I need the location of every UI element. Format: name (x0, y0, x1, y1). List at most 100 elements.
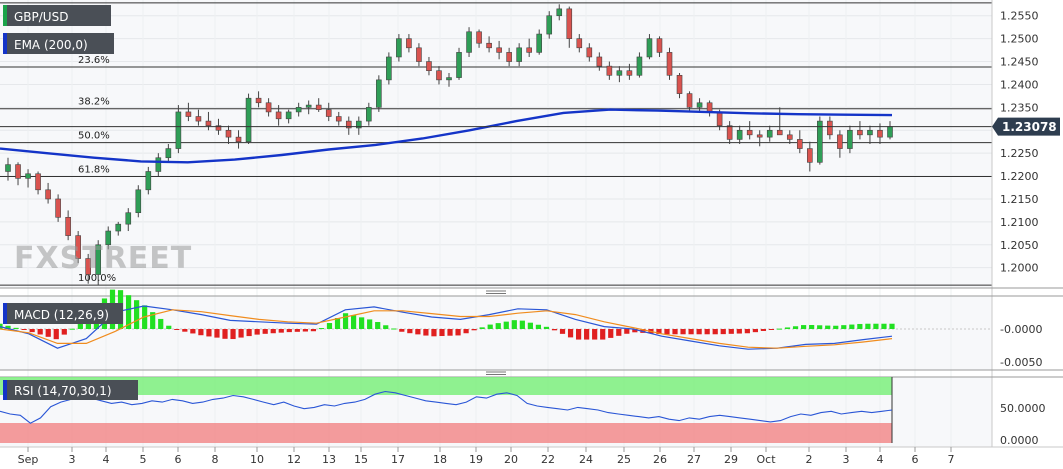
candle-41 (416, 43, 422, 67)
candle-0 (5, 157, 11, 181)
svg-text:EMA (200,0): EMA (200,0) (14, 38, 88, 52)
macd-bar-28 (222, 329, 228, 339)
macd-bar-85 (680, 329, 686, 335)
macd-bar-45 (359, 317, 365, 329)
candle-80 (807, 141, 813, 172)
macd-bar-98 (784, 327, 791, 329)
macd-bar-3 (21, 329, 27, 330)
macd-bar-66 (527, 322, 533, 329)
candle-35 (355, 116, 362, 135)
macd-bar-105 (841, 325, 847, 329)
candle-65 (656, 36, 663, 57)
candle-12 (125, 208, 132, 232)
candle-42 (426, 56, 432, 76)
x-tick-15: 24 (579, 453, 593, 466)
x-tick-0: Sep (18, 453, 39, 466)
macd-bar-76 (608, 329, 614, 338)
macd-bar-23 (182, 329, 188, 332)
macd-line (0, 305, 893, 350)
macd-bar-4 (29, 329, 35, 333)
candle-9 (95, 240, 102, 286)
candle-49 (496, 40, 502, 60)
macd-bar-24 (190, 329, 196, 334)
candle-13 (135, 185, 142, 218)
fib-label-0: 23.6% (78, 55, 110, 66)
price-tick-1: 1.2500 (1000, 33, 1039, 46)
macd-bar-108 (865, 323, 871, 329)
macd-bar-84 (672, 329, 678, 335)
macd-bar-43 (342, 313, 349, 329)
fib-label-1: 38.2% (78, 97, 110, 108)
macd-bar-48 (383, 325, 389, 329)
candle-86 (867, 125, 873, 144)
candle-72 (726, 121, 733, 144)
macd-bar-107 (857, 323, 863, 329)
macd-bar-78 (624, 329, 630, 334)
candle-53 (536, 29, 543, 55)
candle-14 (145, 166, 152, 195)
macd-bar-69 (551, 329, 558, 331)
macd-bar-35 (278, 329, 284, 333)
price-tick-3: 1.2400 (1000, 78, 1039, 91)
price-tick-4: 1.2350 (1000, 101, 1039, 114)
macd-bar-54 (431, 329, 437, 337)
candle-56 (566, 6, 573, 48)
candle-31 (315, 98, 322, 112)
macd-bar-88 (704, 329, 710, 335)
x-tick-25: 7 (948, 453, 955, 466)
macd-bar-104 (833, 325, 839, 329)
macd-bar-100 (801, 325, 807, 329)
candle-46 (466, 27, 472, 57)
macd-bar-50 (399, 329, 405, 332)
candle-54 (546, 11, 553, 39)
rsi-tick-1: 0.0000 (1000, 434, 1039, 447)
resize-handle-macd[interactable] (486, 290, 506, 294)
candle-85 (857, 121, 863, 140)
x-tick-5: 8 (212, 453, 219, 466)
macd-bar-41 (326, 323, 333, 329)
candle-8 (85, 253, 91, 284)
macd-bar-10 (77, 322, 83, 329)
fib-label-3: 61.8% (78, 165, 110, 176)
candle-33 (335, 111, 342, 126)
price-tick-7: 1.2200 (1000, 170, 1039, 183)
macd-bar-19 (150, 312, 156, 329)
macd-bar-97 (776, 328, 783, 330)
x-tick-16: 25 (617, 453, 631, 466)
resize-handle-rsi[interactable] (486, 371, 506, 375)
macd-bar-25 (198, 329, 204, 336)
candle-17 (175, 105, 182, 154)
candle-81 (817, 116, 823, 165)
candle-62 (626, 63, 633, 80)
candle-82 (827, 116, 833, 140)
macd-bar-75 (600, 329, 606, 340)
candle-73 (736, 125, 743, 144)
x-tick-13: 20 (504, 453, 518, 466)
macd-bar-62 (495, 323, 501, 329)
x-tick-3: 5 (140, 453, 147, 466)
price-tick-8: 1.2150 (1000, 193, 1039, 206)
macd-bar-109 (873, 323, 879, 329)
x-tick-18: 27 (687, 453, 701, 466)
candle-76 (766, 125, 773, 142)
macd-bar-38 (302, 329, 308, 332)
candle-59 (596, 52, 603, 71)
candle-29 (295, 102, 302, 117)
macd-bar-40 (318, 328, 325, 330)
macd-bar-17 (134, 300, 140, 329)
candle-64 (646, 34, 653, 60)
macd-bar-101 (809, 324, 815, 329)
macd-bar-51 (407, 329, 413, 334)
x-tick-8: 13 (322, 453, 336, 466)
macd-tick-1: -0.0050 (1000, 356, 1042, 369)
macd-bar-8 (61, 329, 67, 335)
candle-40 (406, 34, 412, 53)
macd-signal-line (0, 309, 893, 349)
fib-label-2: 50.0% (78, 131, 110, 142)
price-tick-9: 1.2100 (1000, 216, 1039, 229)
svg-text:GBP/USD: GBP/USD (14, 10, 68, 24)
candle-78 (786, 130, 793, 144)
macd-bar-46 (367, 319, 373, 329)
macd-bar-96 (768, 329, 775, 330)
